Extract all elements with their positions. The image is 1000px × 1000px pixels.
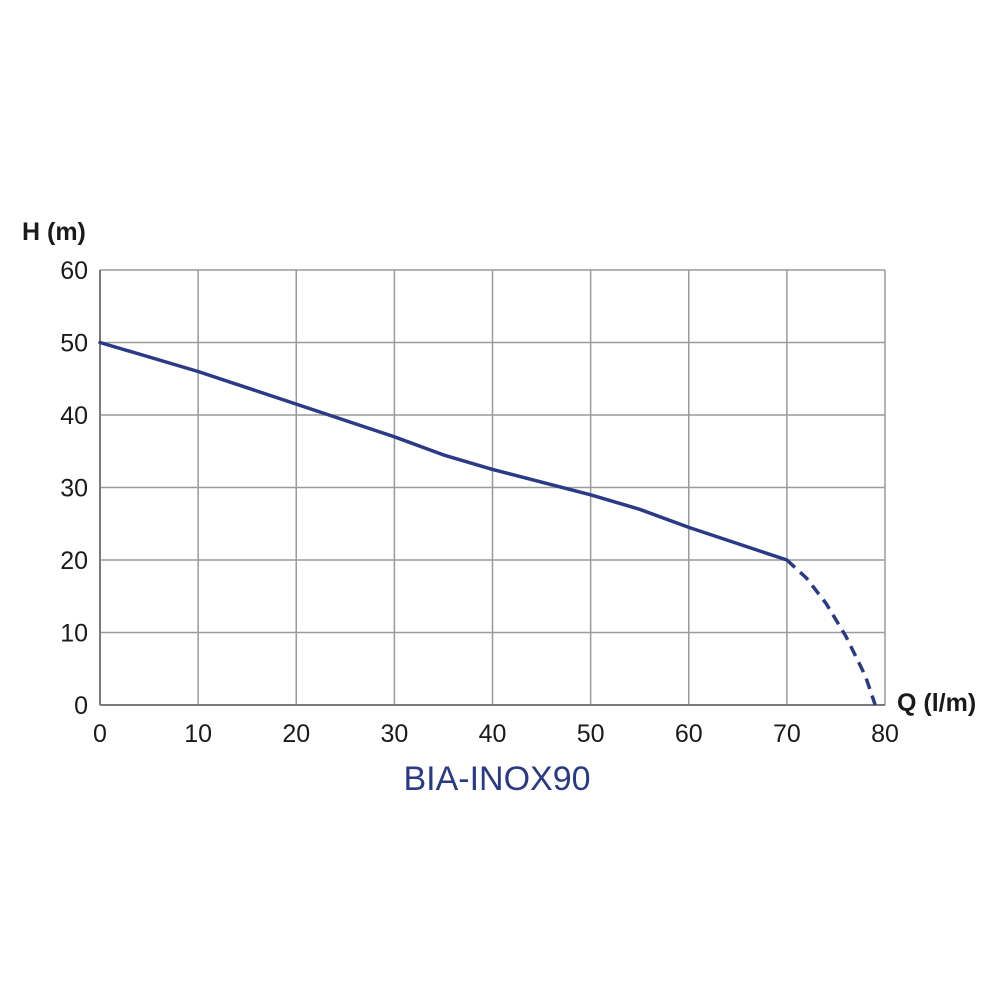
y-tick-label: 60	[60, 257, 88, 285]
series-line-main	[98, 340, 789, 562]
y-tick-label: 30	[60, 475, 88, 503]
y-tick-label: 50	[60, 330, 88, 358]
y-tick-label: 10	[60, 620, 88, 648]
x-tick-label: 0	[93, 720, 107, 748]
chart-title: BIA-INOX90	[403, 760, 590, 798]
x-tick-label: 30	[380, 720, 408, 748]
x-tick-labels: 0 10 20 30 40 50 60 70 80	[93, 720, 899, 748]
y-tick-labels: 0 10 20 30 40 50 60	[60, 257, 88, 720]
grid	[99, 269, 886, 706]
series-group	[98, 340, 877, 706]
x-tick-label: 70	[773, 720, 801, 748]
x-tick-label: 60	[675, 720, 703, 748]
x-tick-label: 20	[282, 720, 310, 748]
y-axis-label: H (m)	[22, 218, 86, 246]
y-tick-label: 40	[60, 402, 88, 430]
y-tick-label: 0	[74, 692, 88, 720]
x-tick-label: 10	[184, 720, 212, 748]
x-tick-label: 40	[479, 720, 507, 748]
x-tick-label: 50	[577, 720, 605, 748]
x-tick-label: 80	[871, 720, 899, 748]
y-tick-label: 20	[60, 547, 88, 575]
x-axis-label: Q (l/m)	[897, 689, 976, 717]
series-line-extrapolated	[785, 558, 877, 706]
